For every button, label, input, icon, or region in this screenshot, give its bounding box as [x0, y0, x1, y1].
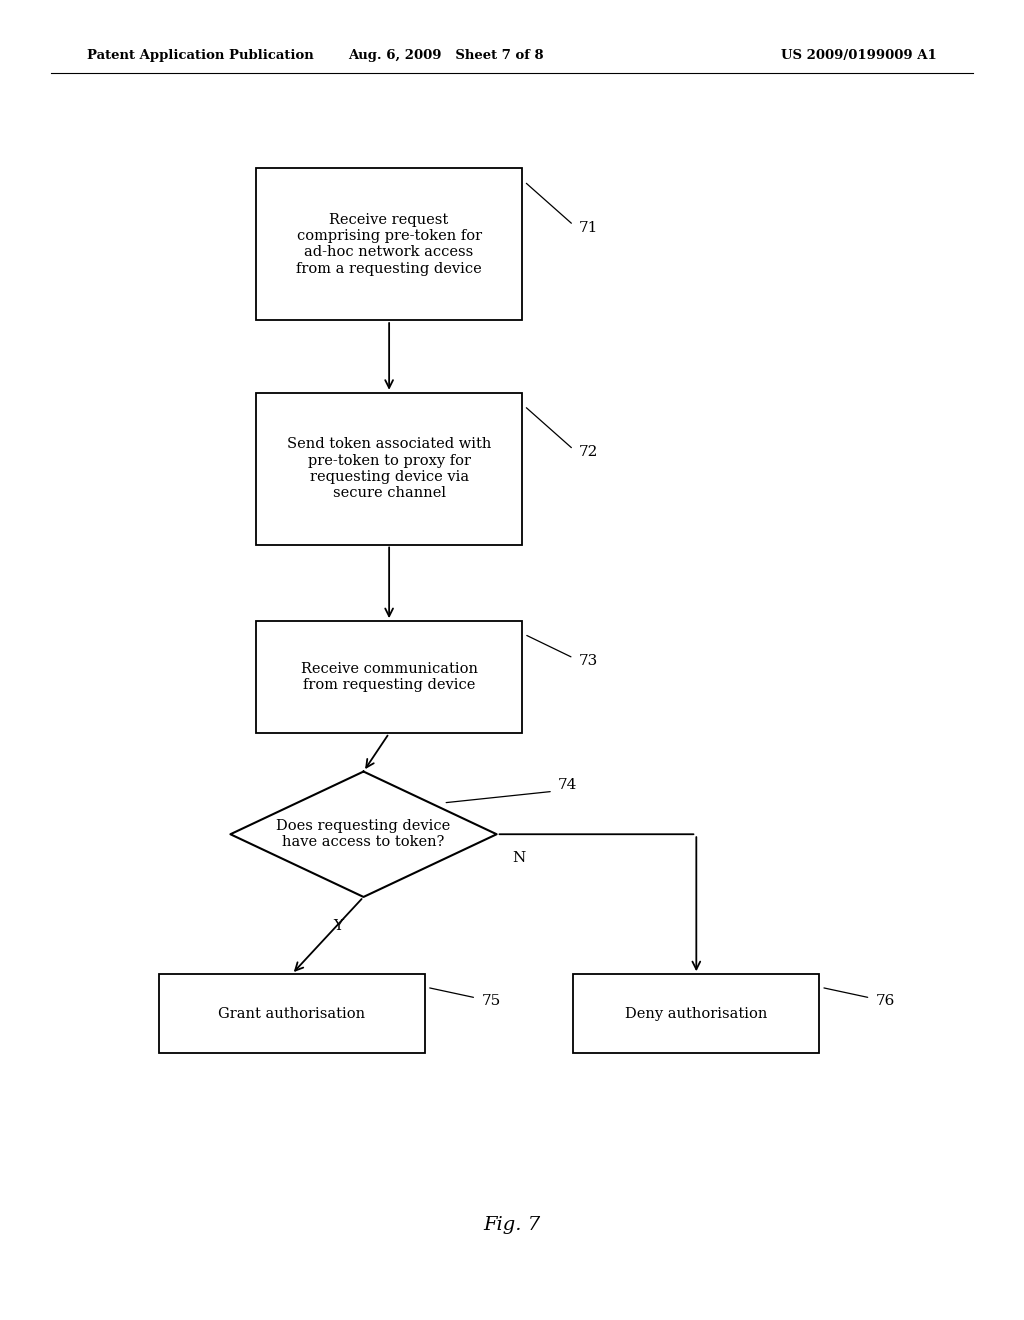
Text: 75: 75: [481, 994, 501, 1007]
Text: Send token associated with
pre-token to proxy for
requesting device via
secure c: Send token associated with pre-token to …: [287, 437, 492, 500]
Text: Receive request
comprising pre-token for
ad-hoc network access
from a requesting: Receive request comprising pre-token for…: [296, 213, 482, 276]
Polygon shape: [230, 771, 497, 898]
Text: Grant authorisation: Grant authorisation: [218, 1007, 366, 1020]
Text: 72: 72: [579, 445, 598, 459]
Text: 71: 71: [579, 220, 598, 235]
Text: Does requesting device
have access to token?: Does requesting device have access to to…: [276, 820, 451, 849]
Bar: [159, 974, 425, 1053]
Text: US 2009/0199009 A1: US 2009/0199009 A1: [781, 49, 937, 62]
Text: Deny authorisation: Deny authorisation: [625, 1007, 768, 1020]
Text: 74: 74: [558, 777, 578, 792]
Bar: [256, 393, 522, 544]
Bar: [573, 974, 819, 1053]
Text: Patent Application Publication: Patent Application Publication: [87, 49, 313, 62]
Text: 73: 73: [579, 653, 598, 668]
Text: Y: Y: [333, 919, 343, 933]
Text: Fig. 7: Fig. 7: [483, 1216, 541, 1234]
Text: 76: 76: [876, 994, 895, 1007]
Bar: [256, 168, 522, 321]
Text: Aug. 6, 2009   Sheet 7 of 8: Aug. 6, 2009 Sheet 7 of 8: [347, 49, 544, 62]
Bar: [256, 622, 522, 734]
Text: Receive communication
from requesting device: Receive communication from requesting de…: [301, 663, 477, 692]
Text: N: N: [513, 851, 525, 865]
